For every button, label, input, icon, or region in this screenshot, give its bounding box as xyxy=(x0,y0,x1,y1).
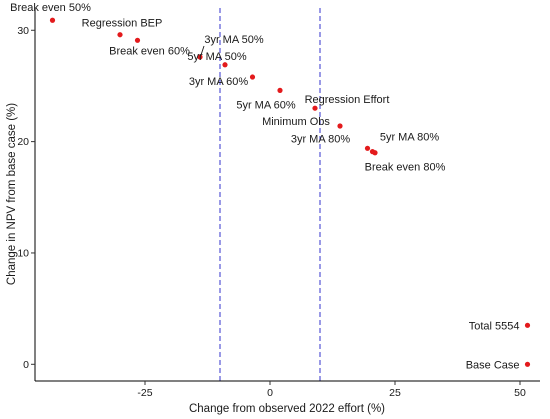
leader-lines xyxy=(200,45,205,56)
x-tick-label: 25 xyxy=(389,387,401,399)
point-label-5yr-ma-50: 5yr MA 50% xyxy=(187,51,247,63)
point-label-break-even-50: Break even 50% xyxy=(10,2,91,14)
point-label-3yr-ma-60: 3yr MA 60% xyxy=(189,76,249,88)
point-label-total-5554: Total 5554 xyxy=(469,320,520,332)
y-tick-label: 30 xyxy=(17,25,29,37)
data-point-3yr-ma-80 xyxy=(364,145,371,151)
point-label-break-even-80: Break even 80% xyxy=(365,162,446,174)
x-ticks: -25 0 25 50 xyxy=(137,381,526,399)
point-label-minimum-obs: Minimum Obs xyxy=(262,116,330,128)
data-point-break-even-80 xyxy=(372,150,378,156)
data-point-5yr-ma-60 xyxy=(277,87,283,93)
data-point-break-even-50 xyxy=(49,17,56,23)
reference-lines xyxy=(219,8,321,381)
data-point-base-case xyxy=(524,361,531,367)
point-label-regression-effort: Regression Effort xyxy=(305,94,390,106)
point-label-3yr-ma-50: 3yr MA 50% xyxy=(204,34,264,46)
point-labels: Break even 50% Regression BEP Break even 6… xyxy=(10,2,519,371)
data-point-total-5554 xyxy=(524,322,531,328)
data-point-3yr-ma-60 xyxy=(249,74,256,80)
x-tick-label: 50 xyxy=(514,387,526,399)
point-label-regression-bep: Regression BEP xyxy=(82,18,163,30)
point-label-5yr-ma-80: 5yr MA 80% xyxy=(380,132,440,144)
point-label-5yr-ma-60: 5yr MA 60% xyxy=(236,99,296,111)
y-axis-title: Change in NPV from base case (%) xyxy=(6,103,18,285)
data-point-minimum-obs xyxy=(337,123,343,129)
data-points xyxy=(49,17,531,367)
y-tick-label: 0 xyxy=(23,359,29,371)
data-point-3yr-ma-50 xyxy=(197,54,203,60)
y-tick-label: 10 xyxy=(17,247,29,259)
point-label-3yr-ma-80: 3yr MA 80% xyxy=(291,133,351,145)
axes xyxy=(34,8,540,382)
x-tick-label: -25 xyxy=(137,387,152,399)
point-label-break-even-60: Break even 60% xyxy=(109,45,190,57)
data-point-regression-effort xyxy=(312,105,318,111)
y-tick-label: 20 xyxy=(17,136,29,148)
leader-line xyxy=(200,45,205,56)
x-tick-label: 0 xyxy=(267,387,273,399)
point-label-base-case: Base Case xyxy=(466,359,520,371)
data-point-5yr-ma-50 xyxy=(222,62,228,68)
data-point-regression-bep xyxy=(117,32,123,38)
data-point-break-even-60 xyxy=(134,37,141,43)
y-ticks: 0 10 20 30 xyxy=(17,25,35,371)
x-axis-title: Change from observed 2022 effort (%) xyxy=(189,403,385,415)
